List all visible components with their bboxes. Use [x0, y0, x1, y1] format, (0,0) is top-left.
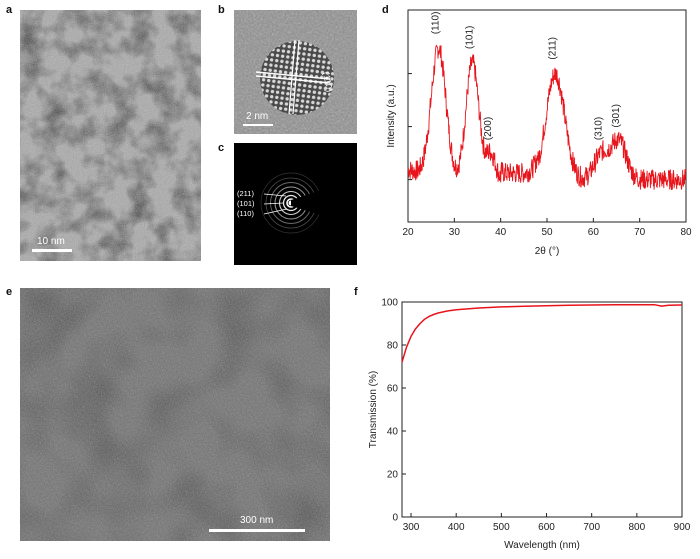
xrd-chart: 20 30 40 50 60 70 80 2θ (°) Intensity (a.u.) (110… — [386, 9, 692, 257]
x-tick-label: 900 — [674, 522, 691, 533]
x-tick-label: 300 — [403, 522, 420, 533]
tem-nanoparticles-image — [20, 10, 201, 261]
scale-bar-a — [32, 249, 72, 252]
x-tick-label: 50 — [541, 227, 553, 238]
x-tick-label: 60 — [588, 227, 600, 238]
x-tick-label: 30 — [449, 227, 461, 238]
x-tick-label: 600 — [538, 522, 555, 533]
y-tick-label: 100 — [381, 298, 398, 309]
x-tick-label: 700 — [583, 522, 600, 533]
x-tick-label: 70 — [634, 227, 646, 238]
peak-label: (101) — [464, 26, 475, 49]
scale-label-a: 10 nm — [37, 236, 65, 247]
saed-ring-label: (110) — [237, 209, 254, 218]
saed-rings-image — [234, 143, 357, 265]
y-axis-label: Intensity (a.u.) — [386, 84, 397, 147]
scale-bar-e — [209, 529, 305, 532]
x-axis-label: Wavelength (nm) — [504, 540, 580, 551]
transmission-series-line — [401, 304, 683, 363]
x-tick-label: 20 — [402, 227, 414, 238]
peak-label: (110) — [431, 12, 442, 35]
sem-film-surface-image — [20, 288, 330, 541]
peak-label: (200) — [483, 117, 494, 140]
plot-frame — [401, 301, 683, 518]
scale-label-b: 2 nm — [246, 111, 269, 122]
peak-label: (301) — [611, 104, 622, 127]
scale-label-e: 300 nm — [240, 515, 274, 526]
saed-pattern-panel-c — [234, 143, 357, 265]
saed-ring-label: (101) — [237, 199, 255, 208]
panel-a-letter: a — [6, 4, 13, 16]
y-tick-label: 40 — [387, 427, 399, 438]
saed-ring-label: (211) — [237, 189, 254, 198]
peak-label: (310) — [594, 117, 605, 140]
saed-ring-labels: (211) (101) (110) — [237, 189, 255, 219]
panel-d-letter: d — [382, 4, 389, 16]
sem-image-panel-e — [20, 288, 330, 541]
panel-f-letter: f — [354, 286, 358, 298]
xrd-series-line — [407, 44, 687, 190]
y-tick-label: 60 — [387, 384, 399, 395]
y-tick-label: 20 — [387, 470, 399, 481]
x-tick-label: 500 — [493, 522, 510, 533]
x-axis-label: 2θ (°) — [535, 246, 560, 257]
hrtem-lattice-image — [234, 10, 357, 134]
hrtem-image-panel-b — [234, 10, 357, 134]
scale-bar-b — [243, 124, 273, 126]
y-tick-label: 80 — [387, 341, 399, 352]
panel-c-letter: c — [218, 142, 225, 154]
x-tick-label: 40 — [495, 227, 507, 238]
panel-e-letter: e — [6, 286, 13, 298]
peak-label: (211) — [547, 37, 558, 60]
x-tick-label: 400 — [448, 522, 465, 533]
panel-b-letter: b — [218, 4, 225, 16]
y-tick-label: 0 — [392, 513, 398, 524]
y-axis-label: Transmission (%) — [368, 371, 379, 448]
x-tick-label: 800 — [628, 522, 645, 533]
transmission-chart: 300 400 500 600 700 800 900 0 20 40 60 80 100 Wavelen… — [368, 298, 691, 552]
tem-image-panel-a — [20, 10, 201, 261]
x-tick-label: 80 — [680, 227, 692, 238]
